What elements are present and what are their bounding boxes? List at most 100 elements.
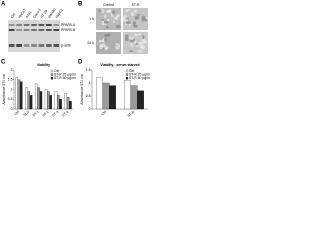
y-tick-label: 0 [11, 107, 13, 111]
band [38, 24, 45, 26]
y-tick-label: 0.5 [8, 97, 13, 101]
cell [129, 50, 134, 53]
y-tick-label: 1.5 [8, 78, 13, 82]
bar [109, 85, 116, 110]
legend-swatch [125, 73, 129, 76]
cell [140, 45, 145, 50]
band [53, 29, 60, 31]
bar [25, 87, 28, 110]
bar [19, 81, 23, 110]
band [46, 29, 52, 31]
panel-label: C [1, 60, 6, 66]
bar [39, 91, 43, 110]
legend-label: Ctrl [54, 69, 60, 73]
x-tick-label: ST-4 [61, 110, 69, 118]
cell [138, 33, 142, 36]
lane-label: HaCaT [17, 8, 26, 19]
y-tick-label: 2 [11, 68, 13, 72]
band [31, 29, 37, 31]
cell [115, 24, 122, 29]
cell [125, 20, 131, 25]
cell [141, 18, 148, 22]
cell [129, 36, 134, 41]
bar [44, 89, 48, 110]
cell [124, 37, 129, 42]
cell [136, 13, 141, 16]
bar [54, 91, 58, 110]
chart-title: Viability - serum starved [100, 63, 139, 67]
micrograph-column-label: ST-R [132, 3, 140, 7]
figure: A B C D Control ST-R 1 h 24 h Ctrl HaCaTA… [1, 2, 150, 118]
cell [134, 40, 137, 44]
cell [137, 50, 143, 53]
panel-label: B [78, 2, 83, 8]
legend-swatch [50, 77, 54, 80]
cell [142, 39, 146, 42]
lane-label: Ctrl [10, 12, 16, 19]
micrograph-column-label: Control [103, 3, 114, 7]
y-axis-label: Absorbance 570 nm [80, 74, 84, 105]
band [16, 24, 22, 26]
bar [35, 83, 38, 110]
band [23, 29, 30, 31]
band [46, 44, 52, 47]
x-tick-label: SLS [22, 109, 30, 117]
y-tick-label: 1 [11, 87, 13, 91]
cell [98, 39, 102, 43]
band [16, 29, 22, 31]
band [53, 24, 60, 26]
bar [47, 91, 50, 110]
blot-row-label: β-actin [61, 43, 71, 47]
y-tick-label: 1.5 [86, 68, 91, 72]
cell [104, 14, 107, 19]
band [31, 44, 37, 47]
x-tick-label: ST-R [127, 110, 136, 118]
legend-label: ST-R 50 µg/ml [129, 76, 150, 80]
legend-swatch [50, 69, 54, 73]
cell [116, 14, 120, 18]
cell [101, 18, 105, 21]
x-tick-label: Ctrl [101, 110, 108, 117]
bar [27, 91, 31, 110]
y-axis-label: Absorbance 570 nm [2, 74, 6, 105]
bar [137, 90, 144, 110]
x-tick-label: Ctrl [14, 110, 21, 117]
bar [66, 97, 70, 110]
band [23, 44, 30, 47]
panel-label: A [1, 2, 6, 8]
cell [130, 43, 133, 47]
x-tick-label: ST-2 [42, 110, 50, 118]
lane-label: HepG2 [55, 8, 65, 19]
blot-row-label: PPARδ-B [61, 28, 76, 32]
bar [102, 82, 110, 110]
bar [130, 85, 138, 110]
cell [117, 44, 121, 48]
cell [135, 44, 140, 47]
micrograph-row-label: 24 h [87, 41, 94, 45]
band [38, 29, 45, 31]
blot-row-label: PPARδ-A [61, 23, 76, 27]
bar [29, 95, 33, 110]
band [8, 29, 15, 31]
band [8, 44, 15, 47]
cell [107, 33, 111, 36]
band [16, 44, 22, 47]
x-tick-label: ST-3 [51, 110, 59, 118]
lane-label: SW480 [47, 8, 57, 19]
bar [15, 77, 18, 110]
x-tick-label: ST-1 [32, 110, 40, 118]
cell [134, 33, 139, 36]
cell [104, 37, 107, 42]
micrograph-row-label: 1 h [89, 17, 94, 21]
cell [112, 20, 116, 23]
legend-label: Ctrl [129, 69, 135, 73]
legend-label: ST-R 50 µg/ml [54, 76, 76, 80]
legend-label: ST-R 25 µg/ml [54, 72, 76, 76]
cell [107, 18, 110, 22]
band [8, 24, 15, 26]
lane-label: A431 [25, 10, 33, 19]
cell [125, 9, 129, 13]
cell [107, 9, 112, 12]
cell [104, 47, 108, 51]
y-tick-label: 0 [89, 107, 91, 111]
